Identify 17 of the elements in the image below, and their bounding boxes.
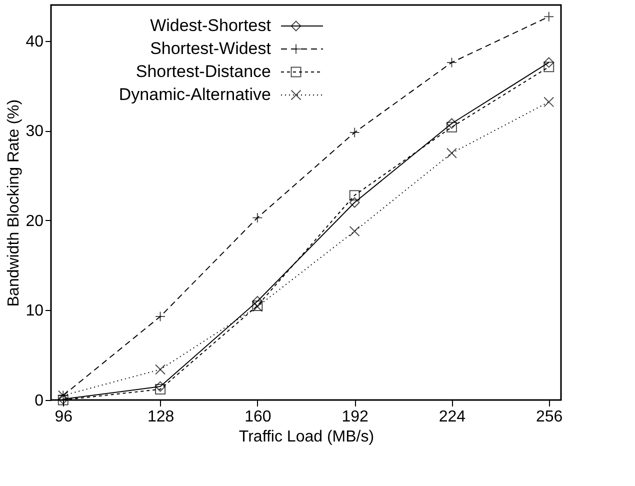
legend-label: Shortest-Distance <box>136 62 271 81</box>
legend-label: Shortest-Widest <box>150 39 272 58</box>
y-tick-label: 40 <box>26 33 44 50</box>
x-axis-title: Traffic Load (MB/s) <box>238 428 374 446</box>
y-tick-label: 0 <box>34 392 44 410</box>
x-tick-label: 160 <box>244 408 272 426</box>
y-tick-label: 30 <box>26 123 44 140</box>
x-tick-label: 224 <box>438 408 466 426</box>
y-tick-label: 10 <box>26 302 44 320</box>
legend-label: Dynamic-Alternative <box>118 85 271 104</box>
y-axis-title: Bandwidth Blocking Rate (%) <box>6 99 23 307</box>
x-tick-label: 96 <box>54 408 73 426</box>
x-tick-label: 256 <box>536 408 563 426</box>
x-tick-label: 128 <box>147 408 174 426</box>
x-tick-label: 192 <box>342 408 369 426</box>
legend-label: Widest-Shortest <box>150 16 272 35</box>
y-tick-label: 20 <box>26 212 44 230</box>
